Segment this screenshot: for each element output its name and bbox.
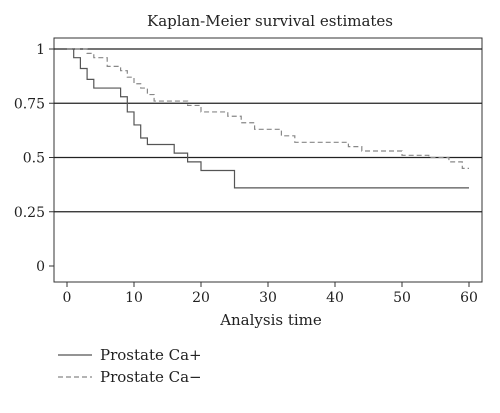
gridlines: [54, 48, 482, 213]
x-tick-label: 50: [393, 290, 411, 306]
legend-label: Prostate Ca+: [100, 346, 202, 364]
x-tick-label: 60: [460, 290, 478, 306]
x-tick-label: 30: [259, 290, 277, 306]
x-tick-label: 0: [63, 290, 72, 306]
plot-frame: [53, 37, 483, 283]
survival-curve-prostate-ca-positive: [67, 48, 469, 189]
y-tick-label: 1: [36, 42, 45, 58]
x-axis-label: Analysis time: [219, 311, 322, 329]
x-tick-label: 40: [326, 290, 344, 306]
legend: Prostate Ca+ Prostate Ca−: [58, 346, 202, 386]
survival-curves: [67, 48, 469, 189]
x-tick-label: 20: [192, 290, 210, 306]
y-tick-label: 0.5: [23, 151, 45, 167]
survival-curve-prostate-ca-negative: [67, 48, 469, 169]
x-tick-label: 10: [125, 290, 143, 306]
chart-title: Kaplan-Meier survival estimates: [147, 12, 393, 30]
y-tick-label: 0.75: [14, 96, 45, 112]
y-tick-label: 0: [36, 259, 45, 275]
y-tick-label: 0.25: [14, 205, 45, 221]
legend-label: Prostate Ca−: [100, 368, 202, 386]
